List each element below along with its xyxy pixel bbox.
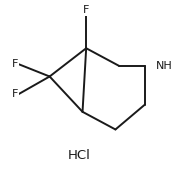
Text: F: F [12, 89, 19, 99]
Text: F: F [12, 59, 19, 69]
Text: F: F [83, 5, 89, 15]
Text: NH: NH [156, 61, 172, 71]
Text: HCl: HCl [68, 150, 90, 163]
